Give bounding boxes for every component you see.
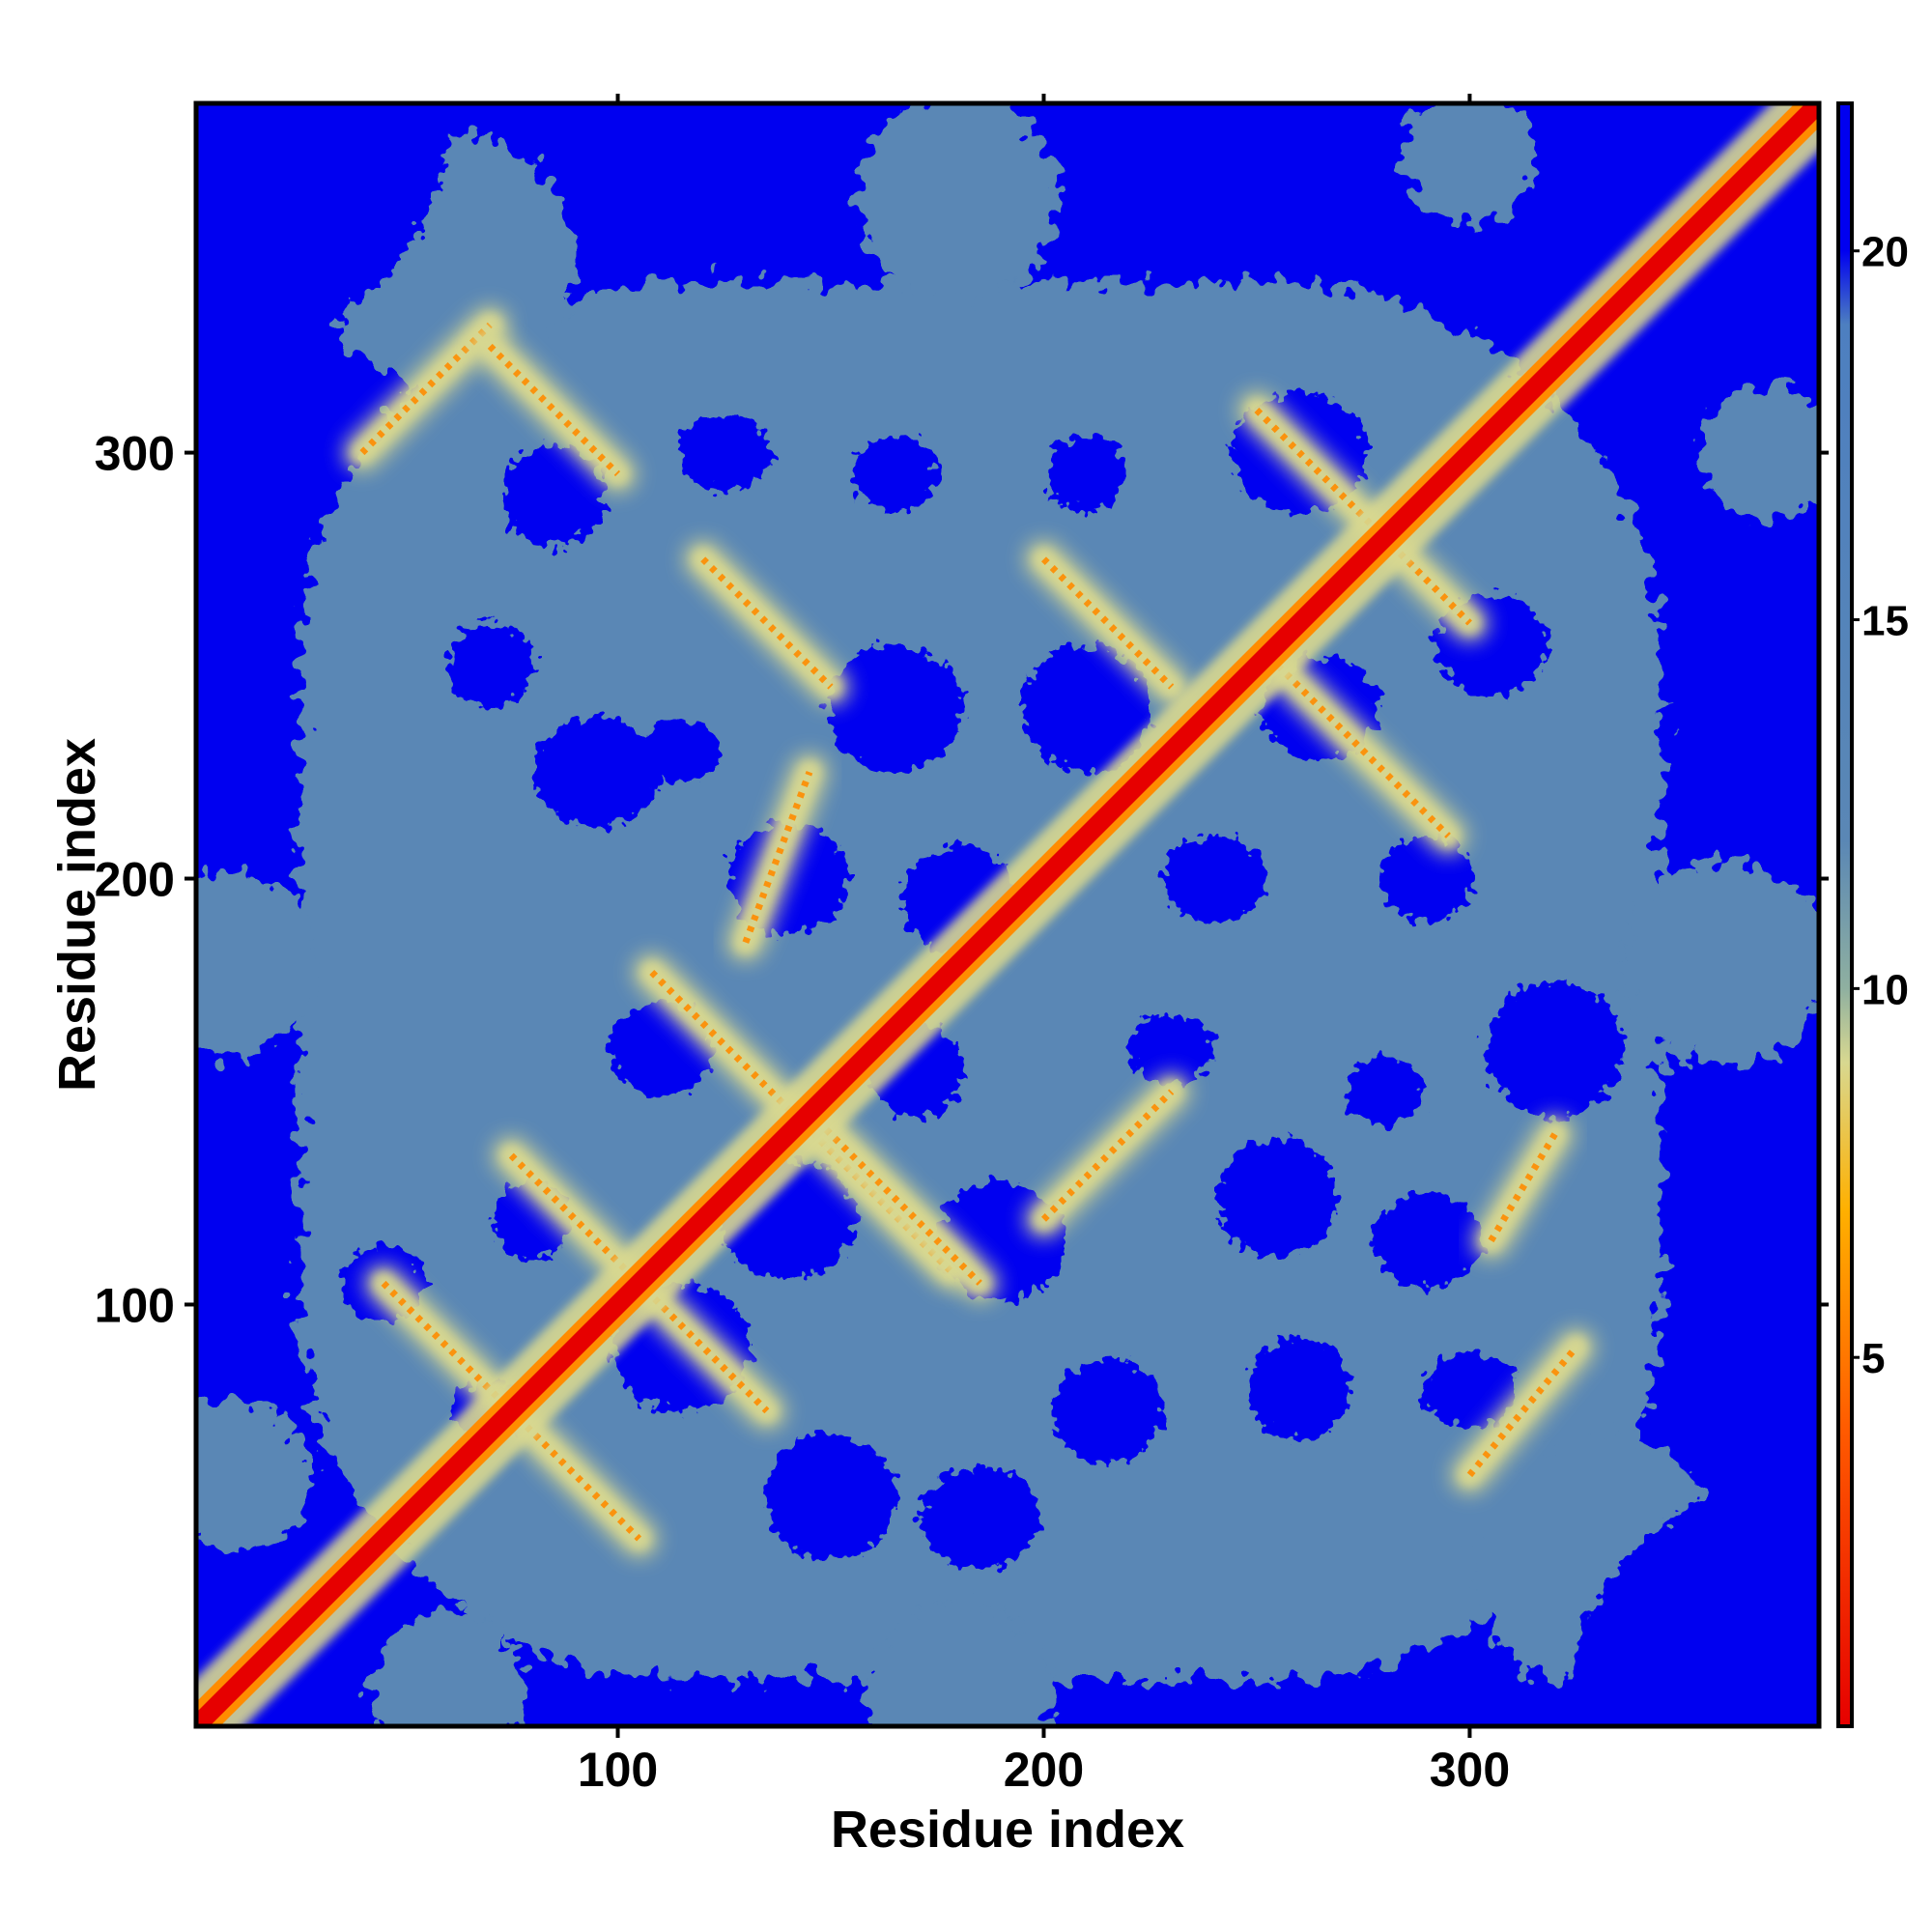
contact-band-core [807,1110,982,1286]
colorbar-tick-label: 10 [1861,966,1909,1013]
contact-band [479,335,629,485]
x-tick-label: 200 [1004,1743,1084,1797]
contact-band [734,761,820,953]
contact-band [351,314,501,464]
empty-pocket [1346,1057,1423,1126]
x-tick-label: 300 [1430,1743,1510,1797]
empty-pocket [1372,1193,1483,1288]
diagonal-layer [196,103,1819,1726]
empty-pocket [1128,1014,1214,1084]
contact-band [692,548,842,698]
empty-pocket [1218,1138,1338,1258]
colorbar-tick-label: 20 [1861,229,1909,276]
contact-region-lobe [196,869,320,1058]
empty-pocket [642,721,721,781]
empty-pocket [1487,980,1624,1118]
empty-pocket [1422,1350,1517,1429]
contact-band-core [1466,1345,1579,1478]
empty-pocket [1047,435,1125,513]
empty-pocket [852,435,938,513]
x-axis-ticks: 100 200 300 [578,94,1510,1797]
colorbar-tick-label: 5 [1861,1335,1885,1382]
empty-corner [196,103,452,359]
diagonal-line [196,103,1819,1726]
contact-region-lobe [865,1603,1053,1726]
empty-pocket [1162,836,1265,922]
empty-pocket [1379,836,1474,922]
empty-pocket [677,413,772,492]
empty-pocket [502,443,606,547]
y-tick-label: 100 [95,1278,175,1332]
contact-region-lobe [370,1610,525,1726]
empty-pocket [1248,1338,1350,1441]
contact-region-lobe [196,1398,312,1552]
contact-band-core [1275,663,1451,838]
empty-pocket [920,1466,1040,1569]
y-tick-label: 200 [95,853,175,907]
colorbar-tick-label: 15 [1861,598,1909,645]
y-axis-ticks: 100 200 300 [95,427,1829,1332]
contact-band [1033,548,1182,698]
contact-band-core [1488,1132,1558,1243]
x-tick-label: 100 [578,1743,658,1797]
x-axis-label: Residue index [831,1801,1184,1859]
empty-pocket [826,644,963,773]
empty-pocket [447,622,533,709]
empty-pocket [766,1432,895,1561]
contact-band-core [1254,407,1472,626]
colorbar-ticks: 5 10 15 20 [1852,229,1909,1382]
contact-region-lobe [1699,384,1819,522]
empty-pocket [1022,644,1151,773]
contact-band [1033,1080,1182,1231]
empty-corner [1563,1470,1819,1726]
colorbar [1836,101,1854,1728]
contact-region-lobe [856,103,1062,299]
y-tick-label: 300 [95,427,175,481]
y-axis-label: Residue index [48,738,106,1092]
empty-pocket [1052,1359,1163,1463]
plot-frame [193,100,1822,1729]
empty-pocket [532,716,661,828]
contact-region-lobe [1401,103,1538,223]
contact-region-lobe [1623,861,1819,1066]
